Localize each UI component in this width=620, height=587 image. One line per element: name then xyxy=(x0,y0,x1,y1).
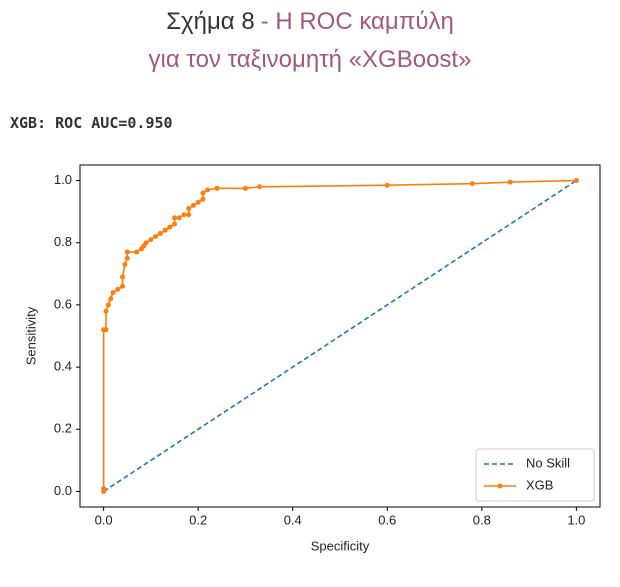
point-marker xyxy=(172,221,178,227)
point-marker xyxy=(190,202,196,208)
point-marker xyxy=(101,485,107,491)
point-marker xyxy=(162,227,168,233)
y-tick-label: 1.0 xyxy=(54,172,72,187)
point-marker xyxy=(507,179,513,185)
point-marker xyxy=(153,234,159,240)
x-tick-label: 1.0 xyxy=(567,512,585,527)
point-marker xyxy=(242,185,248,191)
point-marker xyxy=(186,212,192,218)
y-tick-label: 0.4 xyxy=(54,359,72,374)
y-axis-label: Sensitivity xyxy=(23,306,38,365)
x-tick-label: 0.0 xyxy=(95,512,113,527)
auc-heading: XGB: ROC AUC=0.950 xyxy=(10,114,173,132)
caption-line: για τον ταξινομητή «XGBoost» xyxy=(148,46,472,73)
caption-line: Σχήμα 8- Η ROC καμπύλη xyxy=(0,8,620,36)
point-marker xyxy=(124,249,130,255)
point-marker xyxy=(105,302,111,308)
legend-box xyxy=(475,448,595,502)
point-marker xyxy=(122,261,128,267)
series-line xyxy=(103,179,577,493)
point-marker xyxy=(205,187,211,193)
point-marker xyxy=(134,249,140,255)
point-marker xyxy=(115,286,121,292)
point-marker xyxy=(384,182,390,188)
y-tick-label: 0.0 xyxy=(54,483,72,498)
x-tick-label: 0.2 xyxy=(189,512,207,527)
y-tick-label: 0.6 xyxy=(54,296,72,311)
point-marker xyxy=(181,212,187,218)
legend: No Skill XGB xyxy=(475,448,595,502)
plot-frame xyxy=(79,164,601,508)
point-marker xyxy=(257,184,263,190)
y-tick-label: 0.8 xyxy=(54,234,72,249)
point-marker xyxy=(573,178,579,184)
caption-title: - Η ROC καμπύλη xyxy=(260,8,454,35)
point-marker xyxy=(186,206,192,212)
point-marker xyxy=(214,185,220,191)
figure-label: Σχήμα 8 xyxy=(166,8,255,35)
x-axis-label: Specificity xyxy=(311,538,370,553)
x-tick-label: 0.4 xyxy=(284,512,302,527)
point-marker xyxy=(110,289,116,295)
point-marker xyxy=(143,240,149,246)
point-marker xyxy=(167,224,173,230)
point-marker xyxy=(157,230,163,236)
point-marker xyxy=(148,237,154,243)
point-marker xyxy=(124,255,130,261)
point-marker xyxy=(200,190,206,196)
point-marker xyxy=(176,215,182,221)
point-marker xyxy=(108,296,114,302)
legend-marker xyxy=(497,483,503,489)
point-marker xyxy=(103,308,109,314)
point-marker xyxy=(120,274,126,280)
point-marker xyxy=(172,215,178,221)
x-tick-label: 0.6 xyxy=(378,512,396,527)
point-marker xyxy=(103,327,109,333)
point-marker xyxy=(195,199,201,205)
legend-label: XGB xyxy=(526,477,553,492)
point-marker xyxy=(120,283,126,289)
point-marker xyxy=(200,196,206,202)
point-marker xyxy=(469,181,475,187)
chart: 0.0 0.2 0.4 0.6 0.8 1.0 0.0 0.2 0.4 0.6 0.8 1.0 Spec… xyxy=(23,164,601,553)
x-tick-label: 0.8 xyxy=(473,512,491,527)
y-tick-label: 0.2 xyxy=(54,421,72,436)
legend-label: No Skill xyxy=(526,455,570,470)
